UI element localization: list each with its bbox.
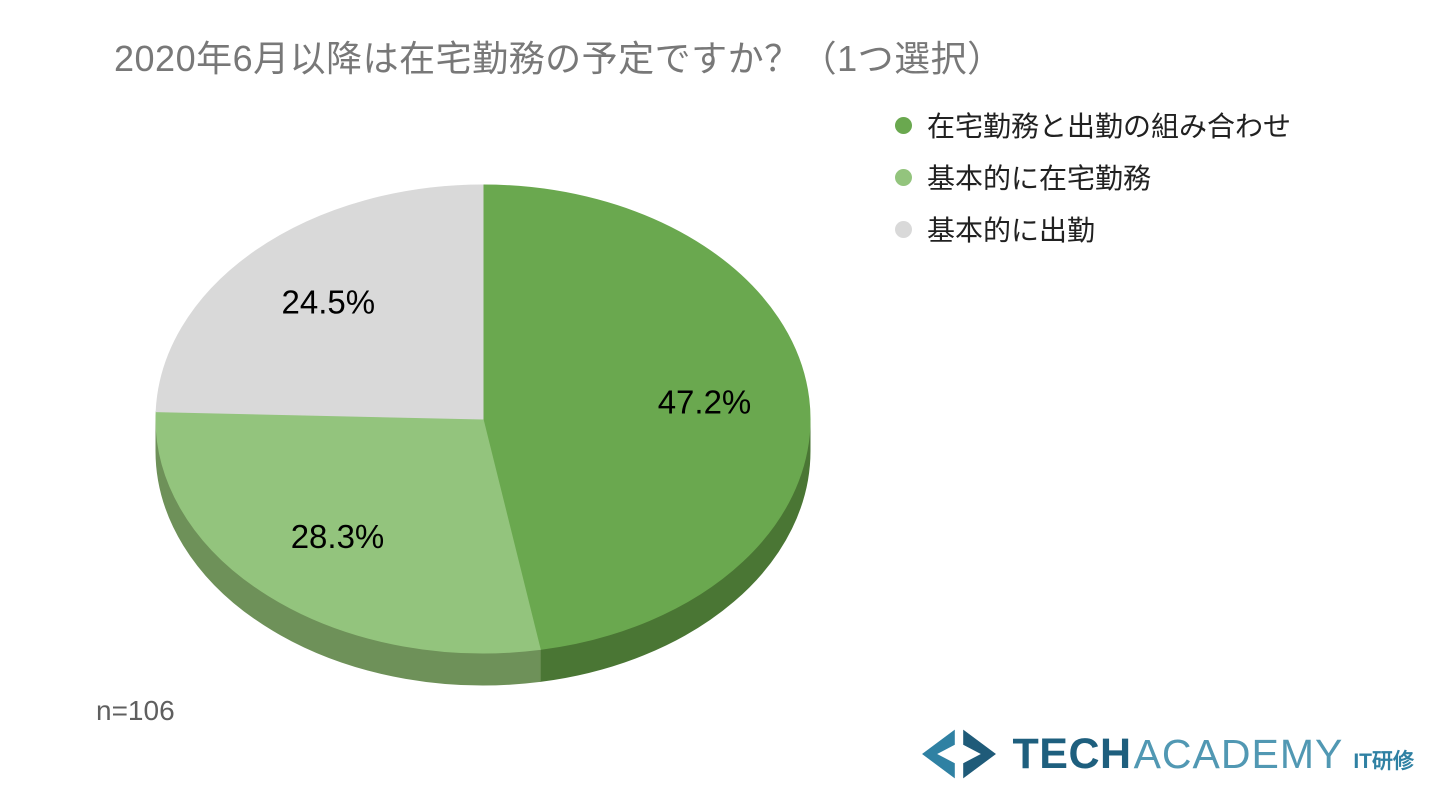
- sample-size-note: n=106: [96, 695, 175, 726]
- code-brackets-icon: [921, 729, 996, 779]
- pie-slice-label: 24.5%: [282, 283, 376, 320]
- legend-swatch-icon: [895, 116, 912, 134]
- techacademy-logo: TECH ACADEMY IT研修: [917, 727, 1414, 781]
- legend-label: 在宅勤務と出勤の組み合わせ: [927, 111, 1292, 142]
- logo-text-tech: TECH: [1012, 729, 1132, 778]
- left-angle-bracket-icon: [921, 729, 955, 779]
- legend: 在宅勤務と出勤の組み合わせ 基本的に在宅勤務 基本的に出勤: [895, 106, 1291, 262]
- legend-label: 基本的に出勤: [927, 215, 1096, 246]
- pie-slice: [155, 411, 541, 654]
- pie-slice-label: 47.2%: [658, 384, 752, 421]
- right-angle-bracket-icon: [962, 729, 996, 779]
- pie-slice-label: 28.3%: [291, 518, 385, 555]
- logo-text-academy: ACADEMY: [1133, 730, 1344, 777]
- legend-item: 在宅勤務と出勤の組み合わせ: [895, 106, 1291, 144]
- legend-swatch-icon: [895, 168, 912, 186]
- logo-text-it-training: IT研修: [1353, 749, 1414, 773]
- legend-swatch-icon: [895, 220, 912, 238]
- legend-item: 基本的に在宅勤務: [895, 158, 1291, 196]
- chart-title: 2020年6月以降は在宅勤務の予定ですか？（1つ選択）: [114, 38, 1004, 79]
- pie-slice: [482, 184, 811, 650]
- legend-label: 基本的に在宅勤務: [927, 163, 1152, 194]
- pie-slice: [155, 184, 484, 420]
- legend-item: 基本的に出勤: [895, 210, 1291, 248]
